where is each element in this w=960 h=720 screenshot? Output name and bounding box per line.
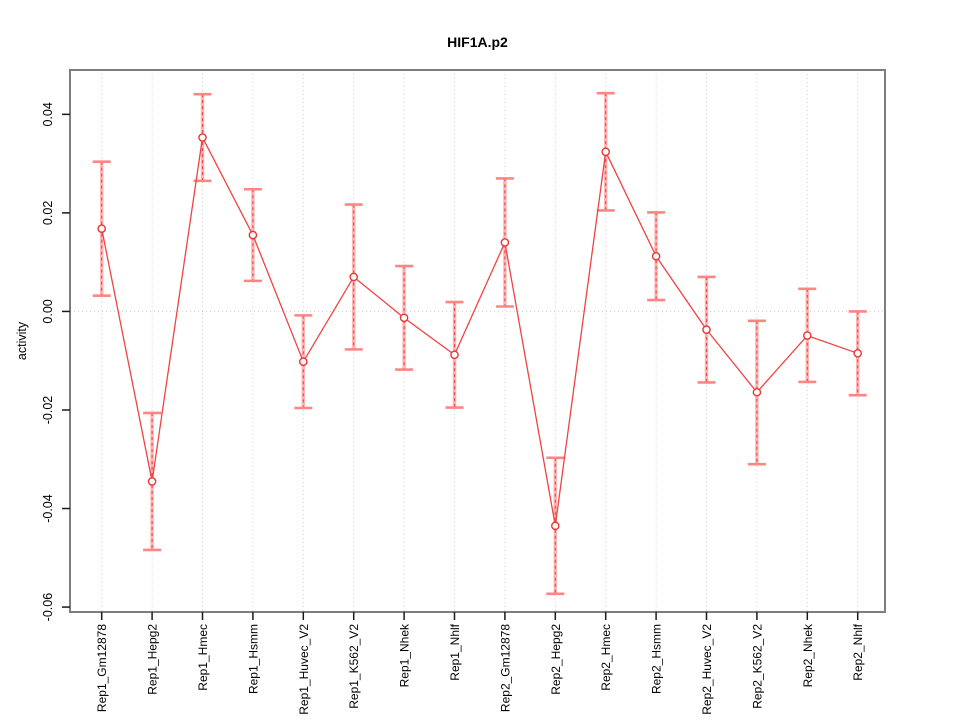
x-tick-label: Rep1_Nhlf — [448, 623, 462, 680]
x-tick-label: Rep1_Gm12878 — [95, 624, 109, 712]
x-tick-label: Rep1_Nhek — [398, 623, 412, 687]
series-line — [101, 135, 858, 526]
x-tick-label: Rep2_Gm12878 — [498, 624, 512, 712]
data-point — [349, 272, 359, 282]
data-point — [853, 349, 863, 358]
data-point — [803, 331, 812, 340]
x-tick-label: Rep2_Hmec — [599, 624, 613, 691]
data-point — [198, 133, 207, 142]
data-point — [601, 147, 611, 157]
y-tick-label: -0.04 — [41, 494, 55, 523]
y-tick-label: 0.00 — [41, 299, 55, 323]
x-tick-label: Rep1_Hsmm — [246, 624, 260, 694]
data-point — [551, 521, 560, 531]
data-point — [651, 251, 661, 261]
data-point — [450, 350, 459, 360]
y-tick-label: -0.02 — [41, 396, 55, 425]
x-tick-label: Rep2_Hsmm — [650, 624, 664, 694]
x-tick-label: Rep1_Huvec_V2 — [297, 624, 311, 715]
data-point — [248, 230, 258, 240]
chart-title: HIF1A.p2 — [447, 34, 508, 50]
x-tick-label: Rep1_Hmec — [196, 624, 210, 691]
data-point — [500, 238, 510, 247]
data-point — [702, 325, 711, 334]
x-tick-label: Rep2_Huvec_V2 — [700, 624, 714, 715]
x-tick-label: Rep1_Hepg2 — [146, 624, 160, 695]
x-tick-label: Rep2_Nhek — [801, 623, 815, 687]
y-tick-label: 0.04 — [41, 102, 55, 126]
x-tick-label: Rep1_K562_V2 — [347, 624, 361, 709]
data-point — [97, 224, 106, 233]
x-tick-label: Rep2_K562_V2 — [750, 624, 764, 709]
data-point — [752, 387, 762, 397]
x-tick-label: Rep2_Nhlf — [851, 623, 865, 680]
y-tick-label: -0.06 — [41, 593, 55, 622]
data-point — [298, 357, 308, 366]
x-tick-label: Rep2_Hepg2 — [549, 624, 563, 695]
data-point — [147, 477, 157, 486]
y-tick-label: 0.02 — [41, 201, 55, 225]
plot-frame — [69, 69, 886, 613]
y-axis-title: activity — [15, 321, 29, 361]
data-point — [399, 313, 409, 323]
